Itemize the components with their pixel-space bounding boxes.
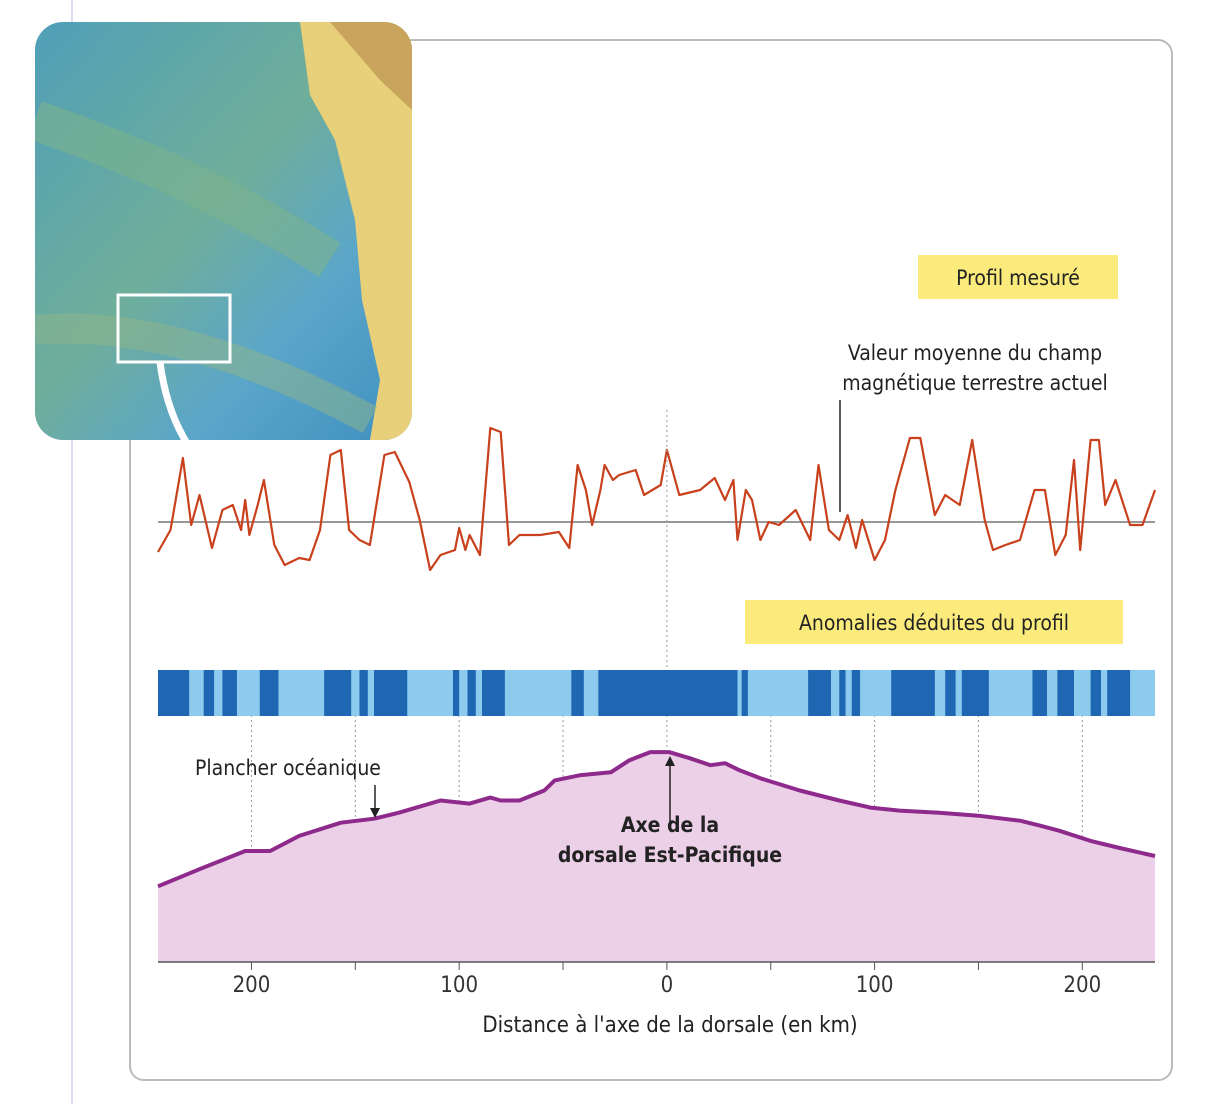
x-axis-title: Distance à l'axe de la dorsale (en km): [482, 1013, 857, 1038]
anomaly-band: [808, 670, 831, 716]
map-inset: [35, 22, 412, 440]
x-tick-label: 200: [233, 973, 271, 998]
x-tick-label: 200: [1063, 973, 1101, 998]
anomaly-band: [204, 670, 214, 716]
anomaly-band: [482, 670, 505, 716]
magnetic-title: Profil mesuré: [956, 266, 1080, 290]
anomaly-band: [374, 670, 407, 716]
anomaly-band: [598, 670, 737, 716]
anomaly-band: [945, 670, 955, 716]
anomaly-band: [571, 670, 583, 716]
floor-label: Plancher océanique: [195, 756, 381, 780]
anomaly-band: [1057, 670, 1074, 716]
anomaly-band: [1032, 670, 1047, 716]
axis-label: Axe de la: [621, 813, 719, 837]
anomaly-band: [158, 670, 189, 716]
x-tick-label: 100: [856, 973, 894, 998]
x-tick-label: 0: [661, 973, 674, 998]
anomaly-band: [453, 670, 459, 716]
mean-label: Valeur moyenne du champ: [848, 341, 1102, 365]
axis-label: dorsale Est-Pacifique: [558, 843, 782, 867]
anomaly-band: [324, 670, 351, 716]
magnetic-profile: [158, 428, 1155, 570]
mean-label: magnétique terrestre actuel: [842, 371, 1108, 395]
anomaly-band: [742, 670, 748, 716]
anomaly-band: [962, 670, 989, 716]
anomalies-title: Anomalies déduites du profil: [799, 611, 1069, 635]
anomaly-band: [852, 670, 860, 716]
anomaly-band: [891, 670, 935, 716]
anomaly-band: [1091, 670, 1101, 716]
anomaly-band: [1107, 670, 1130, 716]
anomaly-band: [359, 670, 367, 716]
x-tick-label: 100: [440, 973, 478, 998]
anomaly-band: [839, 670, 845, 716]
anomaly-band: [467, 670, 475, 716]
anomaly-band: [260, 670, 279, 716]
anomaly-band: [222, 670, 237, 716]
figure: Profil mesuré Anomalies déduites du prof…: [0, 0, 1215, 1104]
